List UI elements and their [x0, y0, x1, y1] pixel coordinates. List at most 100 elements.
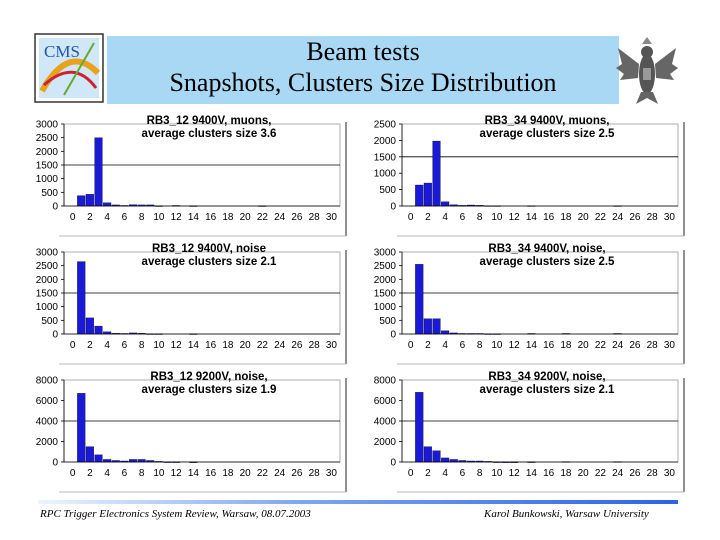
x-tick-label: 6: [122, 468, 128, 479]
x-tick-label: 12: [171, 212, 183, 223]
y-tick-label: 500: [379, 185, 396, 196]
title-line-1: Beam tests: [306, 37, 420, 66]
x-tick-label: 28: [647, 340, 659, 351]
chart-title-line-1: RB3_12 9400V, noise: [151, 243, 266, 255]
x-tick-label: 4: [442, 212, 448, 223]
x-tick-label: 30: [664, 468, 676, 479]
title-line-2: Snapshots, Clusters Size Distribution: [169, 68, 557, 97]
x-tick-label: 8: [477, 212, 483, 223]
x-tick-label: 12: [509, 212, 521, 223]
y-tick-label: 6000: [36, 396, 59, 407]
bar: [94, 325, 103, 335]
x-tick-label: 14: [526, 468, 538, 479]
x-tick-label: 30: [326, 340, 338, 351]
x-tick-label: 26: [629, 212, 641, 223]
x-tick-label: 28: [309, 340, 321, 351]
y-tick-label: 0: [52, 330, 58, 341]
x-tick-label: 8: [139, 212, 145, 223]
x-tick-label: 10: [491, 340, 503, 351]
x-tick-label: 0: [70, 468, 76, 479]
y-tick-label: 8000: [374, 376, 397, 387]
y-tick-label: 2000: [36, 437, 59, 448]
y-tick-label: 3000: [36, 120, 59, 131]
bar: [85, 446, 94, 463]
chart-rb3-34-9200v-noise: 0 2000 4000 6000 8000 0 2 4 6 8 10 12 14 16 18 20 22 24 26…: [360, 370, 690, 495]
y-tick-label: 1000: [36, 302, 59, 313]
x-tick-label: 4: [442, 340, 448, 351]
footer-left-text: RPC Trigger Electronics System Review, W…: [40, 508, 311, 520]
chart-title-line-1: RB3_34 9400V, noise,: [488, 243, 606, 255]
x-tick-label: 18: [222, 212, 234, 223]
y-tick-label: 3000: [374, 248, 397, 259]
chart-title-line-1: RB3_34 9200V, noise,: [488, 371, 606, 383]
x-tick-label: 20: [578, 212, 590, 223]
x-tick-label: 16: [205, 340, 217, 351]
y-tick-label: 2000: [36, 275, 59, 286]
y-tick-label: 0: [390, 330, 396, 341]
x-tick-label: 6: [122, 340, 128, 351]
bar: [77, 393, 86, 463]
x-tick-label: 20: [578, 340, 590, 351]
x-tick-label: 16: [205, 212, 217, 223]
bar: [85, 317, 94, 335]
x-tick-label: 28: [647, 468, 659, 479]
bar: [77, 195, 86, 207]
x-tick-label: 22: [595, 212, 607, 223]
y-tick-label: 0: [390, 202, 396, 213]
y-tick-label: 2000: [374, 136, 397, 147]
bar: [94, 454, 103, 463]
x-tick-label: 14: [188, 212, 200, 223]
bar: [94, 137, 103, 207]
chart-rb3-34-9400v-noise: 0 500 1000 1500 2000 2500 3000 0 2 4 6 8 10 12 14 16 18 2…: [360, 242, 690, 367]
x-tick-label: 18: [222, 468, 234, 479]
x-tick-label: 14: [526, 212, 538, 223]
x-tick-label: 8: [139, 340, 145, 351]
y-tick-label: 2000: [36, 147, 59, 158]
x-tick-label: 26: [629, 340, 641, 351]
bar: [423, 318, 432, 335]
y-tick-label: 2500: [374, 261, 397, 272]
x-tick-label: 2: [425, 468, 431, 479]
x-tick-label: 30: [664, 212, 676, 223]
x-tick-label: 12: [509, 468, 521, 479]
x-tick-label: 0: [70, 340, 76, 351]
y-tick-label: 500: [41, 316, 58, 327]
chart-rb3-12-9400v-muons: 0 500 1000 1500 2000 2500 3000 0 2 4 6 8 10 12 14 16 18 2…: [22, 114, 352, 239]
x-tick-label: 20: [578, 468, 590, 479]
chart-title-line-2: average clusters size 2.1: [141, 256, 277, 268]
x-tick-label: 30: [326, 468, 338, 479]
bar: [85, 194, 94, 207]
x-tick-label: 10: [491, 212, 503, 223]
x-tick-label: 28: [309, 468, 321, 479]
slide-title: Beam tests Snapshots, Clusters Size Dist…: [107, 36, 619, 104]
x-tick-label: 10: [153, 212, 165, 223]
x-tick-label: 20: [240, 212, 252, 223]
x-tick-label: 24: [274, 340, 286, 351]
x-tick-label: 0: [408, 468, 414, 479]
x-tick-label: 8: [139, 468, 145, 479]
x-tick-label: 2: [87, 468, 93, 479]
plot-area: [401, 123, 679, 207]
y-tick-label: 6000: [374, 396, 397, 407]
x-tick-label: 24: [274, 212, 286, 223]
x-tick-label: 30: [664, 340, 676, 351]
y-tick-label: 1500: [374, 289, 397, 300]
y-tick-label: 1000: [374, 302, 397, 313]
chart-title: RB3_12 9400V, noise average clusters siz…: [74, 243, 344, 269]
y-tick-label: 2500: [36, 133, 59, 144]
chart-rb3-12-9200v-noise: 0 2000 4000 6000 8000 0 2 4 6 8 10 12 14 16 18 20 22 24 26…: [22, 370, 352, 495]
y-tick-label: 1500: [36, 161, 59, 172]
y-tick-label: 0: [390, 458, 396, 469]
x-tick-label: 30: [326, 212, 338, 223]
x-tick-label: 8: [477, 340, 483, 351]
x-tick-label: 22: [257, 468, 269, 479]
bar: [103, 202, 112, 207]
x-tick-label: 26: [291, 340, 303, 351]
chart-title: RB3_12 9400V, muons, average clusters si…: [74, 115, 344, 141]
x-tick-label: 10: [153, 340, 165, 351]
x-tick-label: 14: [188, 340, 200, 351]
x-tick-label: 12: [171, 468, 183, 479]
footer-divider: [38, 500, 678, 504]
